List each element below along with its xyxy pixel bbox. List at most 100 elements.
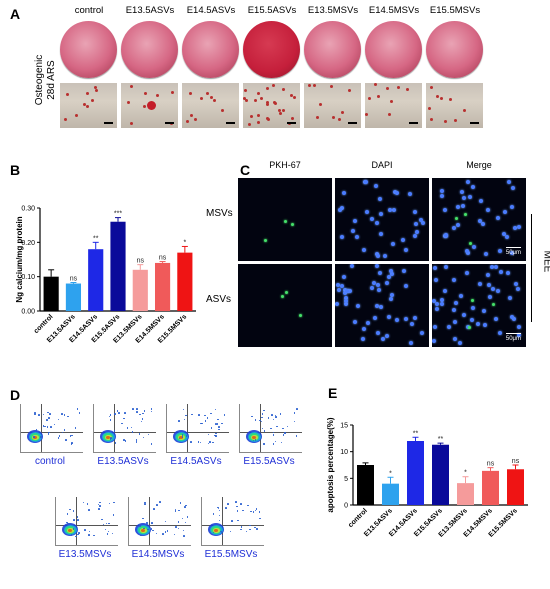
fluorescence-image bbox=[335, 178, 429, 261]
event-dot bbox=[275, 416, 277, 418]
event-dot bbox=[153, 508, 155, 510]
event-dot bbox=[84, 529, 86, 531]
nucleus bbox=[390, 241, 395, 246]
event-dot bbox=[110, 437, 112, 439]
panel-c-col-header: DAPI bbox=[371, 160, 393, 170]
event-dot bbox=[185, 414, 187, 417]
nucleus bbox=[412, 233, 417, 238]
cell-density-cluster bbox=[179, 436, 183, 440]
event-dot bbox=[77, 519, 79, 521]
event-dot bbox=[201, 422, 203, 425]
event-dot bbox=[178, 509, 180, 512]
calcium-nodule bbox=[90, 99, 94, 103]
nucleus bbox=[452, 226, 457, 231]
event-dot bbox=[144, 503, 146, 505]
quadrant-gate-line bbox=[260, 404, 261, 452]
nucleus bbox=[451, 307, 456, 312]
vesicle-signal bbox=[298, 313, 302, 317]
event-dot bbox=[57, 418, 60, 421]
event-dot bbox=[210, 427, 213, 429]
event-dot bbox=[263, 409, 265, 412]
event-dot bbox=[63, 414, 66, 416]
event-dot bbox=[242, 509, 244, 512]
nucleus bbox=[470, 306, 475, 311]
panel-label-a: A bbox=[10, 6, 21, 22]
nucleus bbox=[489, 264, 494, 269]
nucleus bbox=[502, 209, 507, 214]
nucleus bbox=[377, 197, 382, 202]
significance-label: * bbox=[464, 470, 467, 477]
event-dot bbox=[105, 522, 108, 525]
calcium-nodule bbox=[312, 84, 316, 88]
event-dot bbox=[258, 511, 261, 513]
nucleus bbox=[373, 183, 378, 188]
nucleus bbox=[511, 186, 516, 191]
event-dot bbox=[47, 411, 49, 414]
nucleus bbox=[392, 208, 397, 213]
quadrant-gate-line bbox=[41, 404, 42, 452]
nucleus bbox=[344, 298, 349, 303]
event-dot bbox=[279, 413, 282, 415]
event-dot bbox=[240, 503, 242, 505]
calcium-nodule bbox=[186, 120, 190, 124]
calcium-nodule bbox=[147, 101, 156, 110]
nucleus bbox=[413, 315, 418, 320]
event-dot bbox=[251, 415, 253, 418]
nucleus bbox=[373, 315, 378, 320]
fluorescence-image bbox=[335, 264, 429, 347]
fluorescence-image: 50μm bbox=[432, 178, 526, 261]
vesicle-signal bbox=[491, 302, 495, 306]
y-tick-label: 15 bbox=[340, 423, 348, 430]
nucleus bbox=[469, 317, 474, 322]
nucleus bbox=[443, 264, 448, 269]
event-dot bbox=[204, 420, 207, 422]
event-dot bbox=[263, 443, 265, 446]
event-dot bbox=[263, 430, 266, 432]
nucleus bbox=[470, 184, 475, 189]
flow-cytometry-plot bbox=[55, 497, 118, 546]
vesicle-signal bbox=[285, 291, 289, 295]
calcium-nodule bbox=[249, 114, 253, 118]
event-dot bbox=[254, 439, 257, 441]
event-dot bbox=[140, 420, 143, 423]
event-dot bbox=[135, 439, 138, 441]
calcium-nodule bbox=[200, 97, 204, 100]
nucleus bbox=[375, 330, 380, 335]
event-dot bbox=[123, 439, 125, 441]
vesicle-signal bbox=[454, 217, 458, 221]
nucleus bbox=[342, 190, 347, 195]
cell-density-cluster bbox=[252, 436, 256, 440]
event-dot bbox=[197, 441, 200, 443]
nucleus bbox=[480, 221, 485, 226]
calcium-nodule bbox=[210, 96, 214, 100]
nucleus bbox=[498, 249, 503, 254]
scale-bar bbox=[104, 122, 113, 124]
nucleus bbox=[381, 336, 386, 341]
flow-plot-label: E13.5MSVs bbox=[58, 549, 112, 560]
y-tick-label: 0.00 bbox=[21, 309, 35, 316]
event-dot bbox=[295, 435, 298, 437]
bar bbox=[132, 269, 148, 311]
calcium-nodule bbox=[129, 122, 133, 126]
event-dot bbox=[44, 425, 46, 428]
event-dot bbox=[166, 530, 169, 532]
calcium-nodule bbox=[430, 85, 434, 89]
event-dot bbox=[217, 507, 220, 510]
bar bbox=[407, 441, 424, 505]
significance-label: ** bbox=[93, 235, 99, 242]
event-dot bbox=[147, 528, 149, 531]
calcium-nodule bbox=[340, 110, 344, 114]
panel-a-col-header: E15.5MSVs bbox=[429, 5, 481, 16]
quadrant-gate-line bbox=[76, 497, 77, 545]
event-dot bbox=[210, 412, 212, 415]
calcium-nodule bbox=[144, 92, 148, 96]
ars-dish-image bbox=[121, 21, 178, 78]
event-dot bbox=[217, 506, 219, 509]
ars-dish-image bbox=[304, 21, 361, 78]
y-tick-label: 0 bbox=[344, 503, 348, 510]
event-dot bbox=[214, 434, 216, 436]
event-dot bbox=[164, 531, 167, 533]
event-dot bbox=[99, 501, 101, 504]
cell-density-cluster bbox=[141, 529, 145, 533]
event-dot bbox=[218, 509, 221, 512]
